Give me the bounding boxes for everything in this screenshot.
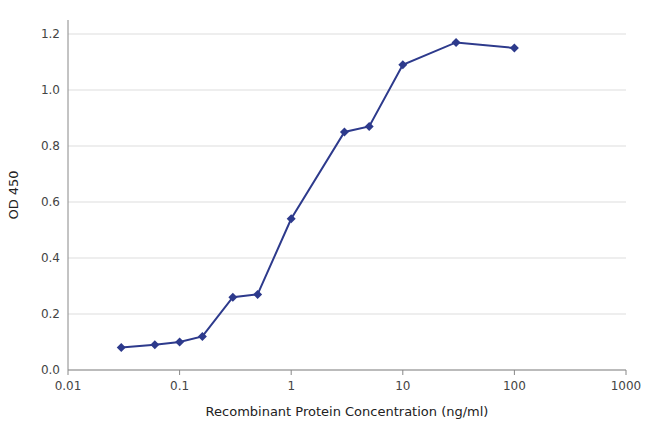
x-tick bbox=[68, 370, 69, 375]
x-tick-label: 100 bbox=[503, 379, 526, 393]
y-tick-label: 0.8 bbox=[41, 139, 60, 153]
marker bbox=[365, 122, 374, 131]
chart: 0.0 0.2 0.4 0.6 0.8 1.0 1.2 0.01 0.1 1 10 100 1000 Re… bbox=[0, 0, 650, 432]
x-tick-label: 10 bbox=[395, 379, 410, 393]
y-tick-label: 1.0 bbox=[41, 83, 60, 97]
grid-line bbox=[68, 34, 626, 35]
marker bbox=[253, 290, 262, 299]
x-tick-label: 0.1 bbox=[170, 379, 189, 393]
x-tick bbox=[626, 370, 627, 375]
data-layer bbox=[117, 38, 519, 352]
x-tick-label: 1000 bbox=[611, 379, 642, 393]
line bbox=[121, 42, 514, 347]
y-tick-label: 0.2 bbox=[41, 307, 60, 321]
x-tick bbox=[179, 370, 180, 375]
grid-line bbox=[68, 314, 626, 315]
grid-line bbox=[68, 146, 626, 147]
marker bbox=[340, 128, 349, 137]
grid-line bbox=[68, 90, 626, 91]
y-tick-label: 0.4 bbox=[41, 251, 60, 265]
x-axis-line bbox=[68, 370, 626, 371]
marker bbox=[510, 44, 519, 53]
y-axis-line bbox=[68, 20, 69, 370]
x-tick-label: 0.01 bbox=[55, 379, 82, 393]
marker bbox=[287, 214, 296, 223]
x-tick bbox=[402, 370, 403, 375]
x-axis-label: Recombinant Protein Concentration (ng/ml… bbox=[206, 404, 489, 419]
marker bbox=[117, 343, 126, 352]
grid-line bbox=[68, 202, 626, 203]
y-tick-label: 0.0 bbox=[41, 363, 60, 377]
y-tick-label: 0.6 bbox=[41, 195, 60, 209]
grid-line bbox=[68, 258, 626, 259]
marker bbox=[175, 338, 184, 347]
y-axis-label: OD 450 bbox=[6, 170, 21, 219]
x-tick bbox=[514, 370, 515, 375]
x-tick-label: 1 bbox=[287, 379, 295, 393]
grid bbox=[68, 34, 626, 370]
x-tick bbox=[291, 370, 292, 375]
y-tick-label: 1.2 bbox=[41, 27, 60, 41]
marker bbox=[198, 332, 207, 341]
marker bbox=[150, 340, 159, 349]
marker bbox=[228, 293, 237, 302]
grid-line bbox=[68, 370, 626, 371]
marker bbox=[398, 60, 407, 69]
marker bbox=[452, 38, 461, 47]
